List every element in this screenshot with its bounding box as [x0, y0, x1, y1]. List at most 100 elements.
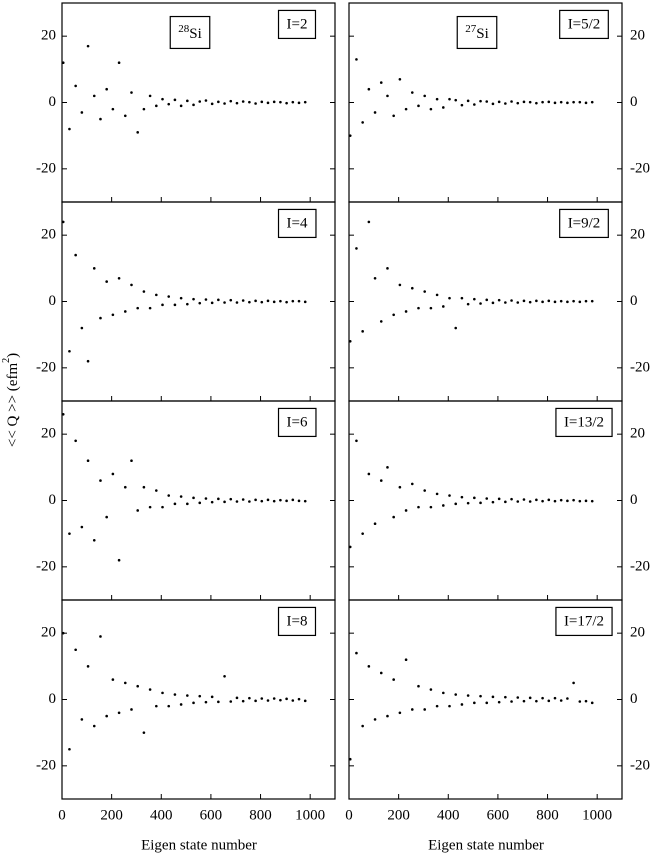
point [266, 699, 270, 702]
box [456, 15, 498, 50]
x-tick-label: 600 [200, 807, 223, 823]
panel-label: I=13/2 [564, 414, 604, 430]
y-tick-label: -20 [630, 757, 650, 773]
point [105, 87, 108, 91]
point [454, 326, 458, 330]
point [235, 301, 239, 304]
label-box: I=13/2 [555, 407, 613, 438]
point [179, 703, 183, 706]
point [429, 505, 433, 509]
point [248, 100, 251, 104]
point [285, 300, 288, 304]
nucleus-symbol: Si [476, 26, 489, 42]
y-tick-label: 20 [41, 28, 56, 44]
point [535, 299, 538, 303]
point [379, 320, 383, 323]
point [241, 498, 245, 501]
point [123, 310, 127, 313]
label-box: I=4 [277, 208, 317, 239]
label-box: 28Si [169, 15, 211, 50]
point [198, 100, 202, 103]
point [473, 496, 476, 500]
point [528, 100, 532, 104]
point [155, 293, 158, 297]
point [504, 301, 507, 304]
point [272, 100, 276, 104]
point [491, 301, 495, 305]
box [559, 9, 609, 40]
point [192, 701, 195, 705]
point [404, 107, 408, 111]
point [410, 91, 414, 94]
point [348, 545, 352, 549]
point [423, 708, 426, 711]
point [285, 101, 288, 105]
point [398, 711, 402, 715]
point [547, 699, 551, 703]
point [167, 494, 171, 497]
point [285, 499, 288, 503]
y-tick-label: 20 [630, 625, 645, 641]
point [111, 472, 115, 476]
point [584, 499, 588, 503]
y-tick-label: 0 [630, 492, 638, 508]
point [578, 700, 582, 703]
point [491, 102, 495, 106]
point [204, 700, 208, 704]
point [223, 674, 226, 678]
point [535, 101, 538, 105]
point [497, 100, 501, 104]
point [68, 127, 71, 131]
point [80, 718, 84, 721]
point [547, 498, 551, 502]
point [497, 298, 501, 302]
point [297, 697, 301, 701]
point [117, 711, 121, 715]
point [404, 310, 408, 313]
point [473, 297, 476, 301]
x-tick-label: 800 [249, 807, 272, 823]
point [553, 101, 557, 105]
point [566, 697, 569, 700]
x-axis-label: Eigen state number [141, 837, 257, 853]
point [210, 102, 214, 106]
y-label-end: ) [5, 353, 21, 358]
point [167, 704, 171, 708]
point [541, 300, 544, 304]
point [541, 696, 544, 700]
label-box: I=2 [277, 9, 317, 40]
point [161, 303, 164, 307]
point [279, 299, 282, 303]
panel-label: I=17/2 [564, 613, 604, 629]
point [454, 693, 458, 696]
point [74, 648, 77, 652]
point [417, 104, 420, 108]
point [248, 300, 251, 304]
y-tick-label: 0 [630, 293, 638, 309]
y-tick-label: 20 [630, 227, 645, 243]
point [142, 485, 146, 489]
point [254, 498, 257, 502]
point [111, 678, 115, 681]
point [61, 220, 65, 224]
point [204, 497, 208, 500]
point [355, 247, 358, 250]
point [130, 91, 133, 94]
box [277, 606, 317, 637]
point [80, 525, 84, 529]
point [553, 696, 557, 700]
point [485, 298, 489, 302]
point [448, 494, 451, 497]
point [179, 104, 183, 108]
point [379, 671, 383, 675]
label-box: I=9/2 [559, 208, 609, 239]
box [555, 407, 613, 438]
point [167, 295, 171, 298]
point [578, 499, 582, 503]
y-tick-label: -20 [36, 160, 56, 176]
point [105, 515, 108, 519]
point [504, 500, 507, 504]
point [254, 299, 257, 303]
point [229, 99, 233, 103]
